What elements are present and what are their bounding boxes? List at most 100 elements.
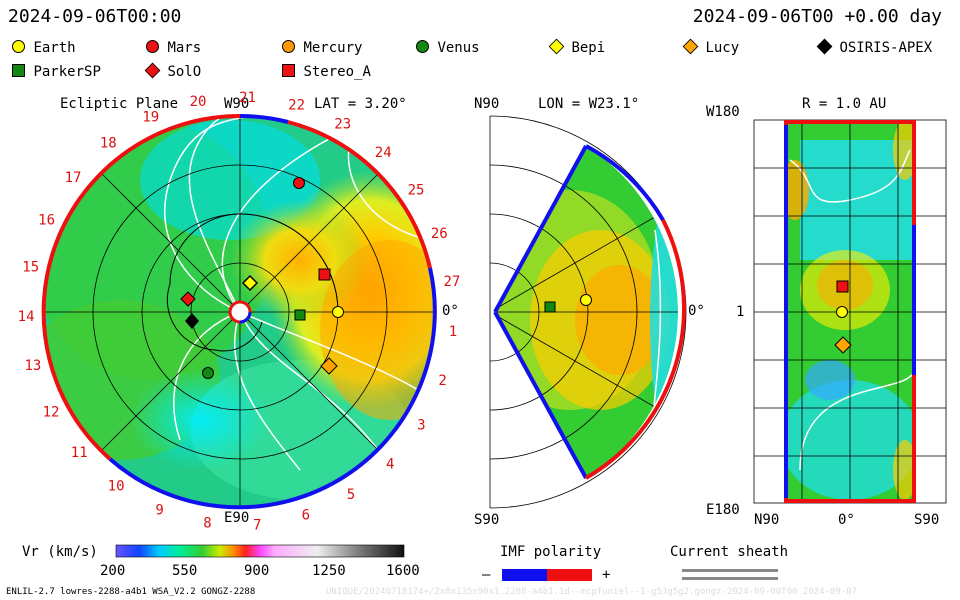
carrington-label-3: 3 xyxy=(417,418,425,434)
meridional-right-label: 0° xyxy=(688,303,705,319)
radial-lucy-marker xyxy=(834,336,852,354)
mercury-marker-icon xyxy=(282,40,295,53)
current-sheath-line-2 xyxy=(682,577,778,580)
meridional-plane-panel xyxy=(489,115,687,509)
legend-label: Bepi xyxy=(571,40,606,56)
colorbar-tick-550: 550 xyxy=(172,563,198,579)
carrington-label-27: 27 xyxy=(443,274,460,290)
stereo-a-marker xyxy=(318,268,331,281)
carrington-label-25: 25 xyxy=(408,182,425,198)
colorbar-tick-200: 200 xyxy=(100,563,126,579)
carrington-label-20: 20 xyxy=(190,94,207,110)
spiral-ticks xyxy=(166,213,339,352)
colorbar-label: Vr (km/s) xyxy=(22,544,98,560)
legend-item-solo: SolO xyxy=(144,62,201,80)
legend-item-mars: Mars xyxy=(146,40,201,56)
legend-label: Stereo_A xyxy=(303,64,371,80)
solo-marker xyxy=(180,291,196,307)
ecliptic-lat-label: LAT = 3.20° xyxy=(314,96,407,112)
parkersp-marker xyxy=(294,309,306,321)
carrington-label-8: 8 xyxy=(203,516,211,532)
stereo-a-marker-icon xyxy=(282,64,295,77)
carrington-label-15: 15 xyxy=(22,259,39,275)
legend-label: Mercury xyxy=(303,40,363,56)
carrington-label-7: 7 xyxy=(253,517,261,533)
legend-label: OSIRIS-APEX xyxy=(839,40,933,56)
colorbar-tick-1600: 1600 xyxy=(386,563,420,579)
carrington-label-21: 21 xyxy=(239,90,256,106)
carrington-label-11: 11 xyxy=(71,445,88,461)
legend-item-venus: Venus xyxy=(416,40,480,56)
legend-label: Mars xyxy=(167,40,202,56)
legend-item-mercury: Mercury xyxy=(282,40,362,56)
imf-negative-swatch xyxy=(502,569,547,581)
meridional-top-label: N90 xyxy=(474,96,500,112)
radial-bottom-label: E180 xyxy=(706,502,740,518)
radial-x-label-mid: 0° xyxy=(838,512,855,528)
ecliptic-top-label: W90 xyxy=(224,96,250,112)
legend-label: ParkerSP xyxy=(33,64,101,80)
imf-label: IMF polarity xyxy=(500,544,602,560)
model-info: ENLIL-2.7 lowres-2288-a4b1 WSA_V2.2 GONG… xyxy=(6,587,256,597)
carrington-label-1: 1 xyxy=(449,324,457,340)
colorbar-tick-1250: 1250 xyxy=(312,563,346,579)
radial-top-label: W180 xyxy=(706,104,740,120)
legend-label: Earth xyxy=(33,40,76,56)
imf-polarity-ring xyxy=(41,113,437,510)
current-sheath-label: Current sheath xyxy=(670,544,789,560)
current-sheath-line-1 xyxy=(682,569,778,572)
radial-stereo-a-marker xyxy=(836,280,849,293)
venus-marker-icon xyxy=(416,40,429,53)
carrington-label-23: 23 xyxy=(334,116,351,132)
meridional-parkersp-marker xyxy=(544,301,556,313)
carrington-label-12: 12 xyxy=(43,404,60,420)
radial-title: R = 1.0 AU xyxy=(802,96,887,112)
ecliptic-right-label: 0° xyxy=(442,303,459,319)
carrington-label-16: 16 xyxy=(38,212,55,228)
carrington-label-10: 10 xyxy=(108,479,125,495)
radial-map-panel xyxy=(753,119,947,504)
ecliptic-bottom-label: E90 xyxy=(224,510,250,526)
carrington-label-9: 9 xyxy=(155,502,163,518)
earth-marker xyxy=(332,306,344,318)
legend-item-stereo-a: Stereo_A xyxy=(282,64,371,80)
mars-marker-icon xyxy=(146,40,159,53)
legend-label: Venus xyxy=(437,40,480,56)
imf-positive-swatch xyxy=(547,569,592,581)
legend-label: Lucy xyxy=(705,40,740,56)
meridional-earth-marker xyxy=(580,294,592,306)
meridional-bottom-label: S90 xyxy=(474,512,500,528)
datetime-right: 2024-09-06T00 +0.00 day xyxy=(692,6,942,27)
ecliptic-title: Ecliptic Plane xyxy=(60,96,179,112)
carrington-label-24: 24 xyxy=(375,145,392,161)
carrington-label-13: 13 xyxy=(24,358,41,374)
datetime-left: 2024-09-06T00:00 xyxy=(8,6,182,27)
carrington-label-18: 18 xyxy=(100,135,117,151)
legend-item-bepi: Bepi xyxy=(548,38,606,56)
colorbar-tick-900: 900 xyxy=(244,563,270,579)
venus-marker xyxy=(202,367,214,379)
legend-item-earth: Earth xyxy=(12,40,76,56)
legend-item-parkersp: ParkerSP xyxy=(12,64,101,80)
carrington-label-17: 17 xyxy=(65,170,82,186)
imf-plus: + xyxy=(602,567,611,583)
radial-x-label-right: S90 xyxy=(914,512,940,528)
radial-x-label-left: N90 xyxy=(754,512,780,528)
meridional-lon-label: LON = W23.1° xyxy=(538,96,640,112)
osiris-apex-marker xyxy=(185,313,199,329)
carrington-label-14: 14 xyxy=(18,309,35,325)
carrington-label-5: 5 xyxy=(347,487,355,503)
imf-minus: – xyxy=(482,567,491,583)
parkersp-marker-icon xyxy=(12,64,25,77)
faint-info: UNIQUE/20240718174+/2x8x135x90x1.2288-a4… xyxy=(326,587,858,597)
sun-polarity-ring xyxy=(228,300,252,324)
carrington-label-19: 19 xyxy=(142,110,159,126)
lucy-marker xyxy=(320,357,338,375)
carrington-label-22: 22 xyxy=(288,98,305,114)
carrington-label-4: 4 xyxy=(386,456,394,472)
radial-mid-label: 1 xyxy=(736,304,745,320)
carrington-label-2: 2 xyxy=(438,373,446,389)
carrington-label-6: 6 xyxy=(302,508,310,524)
earth-marker-icon xyxy=(12,40,25,53)
